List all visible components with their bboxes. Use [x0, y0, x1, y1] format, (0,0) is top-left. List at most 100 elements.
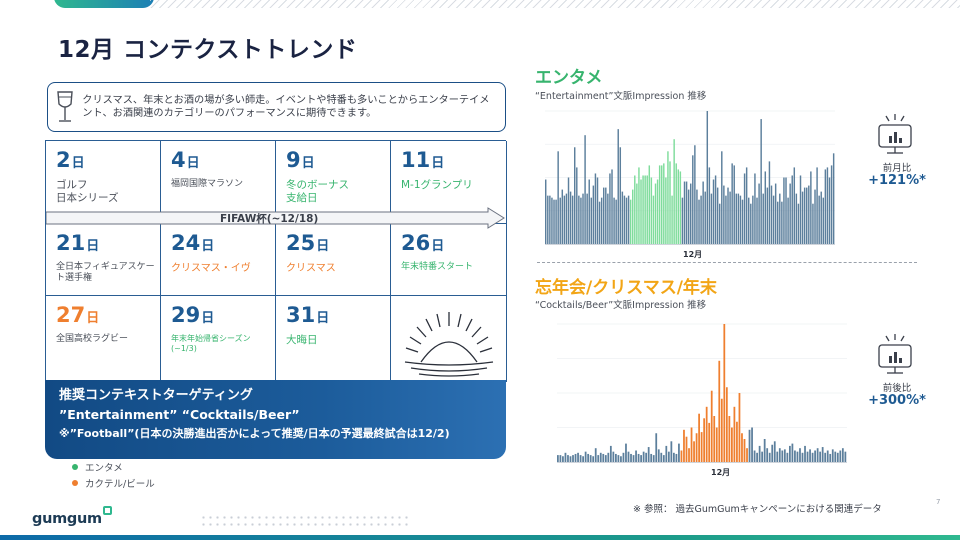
- chart-bar: [781, 450, 784, 462]
- chart-bar: [751, 427, 753, 462]
- chart-bar: [577, 452, 579, 462]
- chart-bar: [719, 203, 721, 244]
- chart-bar: [832, 153, 835, 244]
- intro-text: クリスマス、年末とお酒の場が多い師走。イベントや特番も多いことからエンターテイメ…: [82, 95, 490, 119]
- chart-bar: [642, 451, 645, 462]
- chart-bar: [660, 452, 663, 462]
- chart-bar: [657, 449, 660, 462]
- chart-bar-highlight: [685, 436, 688, 462]
- chart-bar-highlight: [675, 163, 677, 244]
- calendar-day: 11日: [401, 148, 445, 172]
- targeting-recommendation: 推奨コンテキストターゲティング ”Entertainment” “Cocktai…: [45, 380, 506, 459]
- chart-bar: [580, 197, 582, 244]
- chart-bar-highlight: [667, 151, 669, 244]
- chart-bar: [645, 452, 648, 462]
- chart-bar: [814, 189, 816, 244]
- chart-bar: [826, 167, 829, 244]
- chart-bar: [801, 452, 804, 462]
- footnote: ※ 参照： 過去GumGumキャンペーンにおける関連データ: [633, 504, 882, 515]
- chart-bar-highlight: [642, 175, 644, 244]
- chart-bar: [721, 151, 723, 244]
- chart-bar-highlight: [679, 171, 682, 244]
- chart-bar: [590, 197, 593, 244]
- chart-bar: [824, 452, 827, 462]
- chart-bar: [770, 185, 773, 244]
- chart-bar-highlight: [640, 179, 642, 244]
- chart-bar: [588, 179, 590, 244]
- chart-bar: [783, 177, 785, 244]
- chart-bar-highlight: [733, 406, 736, 462]
- chart-bar: [586, 193, 588, 244]
- chart-bar: [820, 191, 822, 244]
- chart-bar-highlight: [636, 183, 638, 244]
- chart-bar: [760, 119, 762, 244]
- chart-bar-highlight: [728, 416, 731, 462]
- chart-bar: [627, 195, 630, 244]
- chart-bar: [793, 167, 796, 244]
- chart-bar: [808, 185, 810, 244]
- chart-bar-highlight: [708, 422, 711, 462]
- chart-bar: [772, 195, 775, 244]
- chart-bar: [795, 193, 798, 244]
- chart-bar: [828, 177, 831, 244]
- chart-bar: [814, 450, 816, 462]
- chart-bar: [665, 445, 668, 462]
- chart-bar: [598, 201, 601, 244]
- chart-bar: [748, 197, 750, 244]
- chart-bar: [816, 448, 819, 462]
- chart-bar: [716, 187, 719, 244]
- chart-bar: [613, 197, 615, 244]
- chart-bar: [758, 445, 761, 462]
- entertainment-month-label: 12月: [683, 250, 703, 259]
- calendar-event: M-1グランプリ: [401, 179, 473, 191]
- chart-bar: [594, 448, 597, 462]
- chart-bar: [704, 191, 706, 244]
- chart-bar: [559, 197, 561, 244]
- chart-bar: [710, 193, 713, 244]
- chart-bar: [806, 187, 808, 244]
- chart-bar-highlight: [661, 165, 663, 244]
- chart-bar: [786, 452, 789, 462]
- chart-bar: [603, 187, 605, 244]
- chart-bar-highlight: [698, 413, 700, 462]
- chart-bar: [826, 450, 829, 462]
- chart-bar: [685, 181, 688, 244]
- top-decoration-bar: [54, 0, 154, 8]
- chart-bar: [741, 199, 744, 244]
- chart-bar-highlight: [715, 427, 718, 462]
- chart-bar: [576, 167, 578, 244]
- chart-bar: [789, 445, 791, 462]
- monitor-chart-icon: [878, 334, 912, 374]
- chart-bar: [771, 444, 774, 462]
- chart-bar: [667, 451, 670, 462]
- chart-bar-highlight: [677, 169, 680, 244]
- chart-bar-highlight: [671, 195, 673, 244]
- calendar-event: 年末年始帰省シーズン (~1/3): [171, 334, 251, 353]
- chart-bar: [794, 450, 796, 462]
- chart-bar: [829, 453, 832, 462]
- chart-bar: [706, 111, 709, 244]
- entertainment-bar-chart: [545, 110, 835, 245]
- entertainment-compare-value: +121%*: [868, 173, 926, 188]
- chart-bar: [621, 191, 624, 244]
- calendar-event: ゴルフ 日本シリーズ: [56, 179, 119, 204]
- chart-bar-highlight: [700, 432, 703, 462]
- chart-bar: [675, 453, 678, 462]
- chart-bar: [839, 450, 842, 462]
- chart-bar-highlight: [736, 421, 738, 462]
- gumgum-logo: gumgum: [32, 506, 112, 527]
- chart-bar: [764, 171, 767, 244]
- chart-bar: [673, 452, 675, 462]
- chart-bar: [553, 199, 555, 244]
- chart-bar: [731, 163, 733, 244]
- chart-bar: [612, 451, 615, 462]
- chart-bar: [754, 173, 756, 244]
- chart-bar: [729, 191, 731, 244]
- cocktails-title: 忘年会/クリスマス/年末: [535, 278, 717, 298]
- chart-bar: [609, 173, 611, 244]
- december-calendar: 2日 ゴルフ 日本シリーズ 4日 福岡国際マラソン 9日 冬のボーナス 支給日 …: [45, 140, 507, 382]
- cocktails-subtitle: “Cocktails/Beer”文脈Impression 推移: [535, 300, 707, 311]
- chart-bar: [779, 193, 781, 244]
- chart-bar: [592, 456, 595, 462]
- chart-bar-highlight: [680, 450, 683, 462]
